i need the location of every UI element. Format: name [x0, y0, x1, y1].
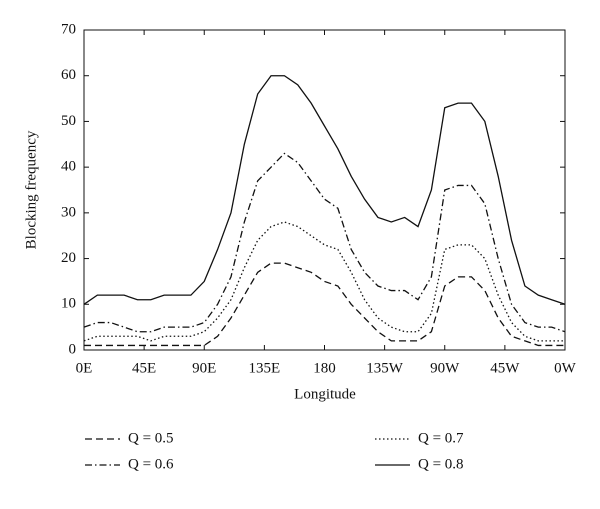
y-tick-label: 0 — [69, 341, 77, 357]
plot-frame — [83, 29, 566, 351]
y-tick-label: 50 — [61, 113, 76, 129]
x-tick-label: 0E — [76, 360, 93, 376]
y-tick-label: 20 — [61, 250, 76, 266]
y-tick-label: 10 — [61, 296, 76, 312]
y-tick-label: 30 — [61, 204, 76, 220]
series-line — [83, 75, 566, 305]
legend-label: Q = 0.6 — [128, 456, 174, 472]
y-tick-label: 70 — [61, 21, 76, 37]
legend-label: Q = 0.5 — [128, 430, 174, 446]
x-axis-label: Longitude — [294, 386, 356, 402]
x-tick-label: 135E — [249, 360, 281, 376]
series-line — [83, 152, 566, 333]
x-tick-label: 180 — [313, 360, 336, 376]
y-axis-label: Blocking frequency — [23, 130, 39, 249]
x-tick-label: 0W — [554, 360, 577, 376]
x-tick-label: 135W — [366, 360, 404, 376]
y-tick-label: 60 — [61, 67, 76, 83]
series-line — [84, 262, 565, 347]
legend-label: Q = 0.8 — [418, 456, 464, 472]
x-tick-label: 45W — [490, 360, 520, 376]
x-tick-label: 90E — [192, 360, 216, 376]
y-tick-label: 40 — [61, 159, 76, 175]
x-tick-label: 90W — [430, 360, 460, 376]
x-tick-label: 45E — [132, 360, 156, 376]
legend-label: Q = 0.7 — [418, 430, 464, 446]
